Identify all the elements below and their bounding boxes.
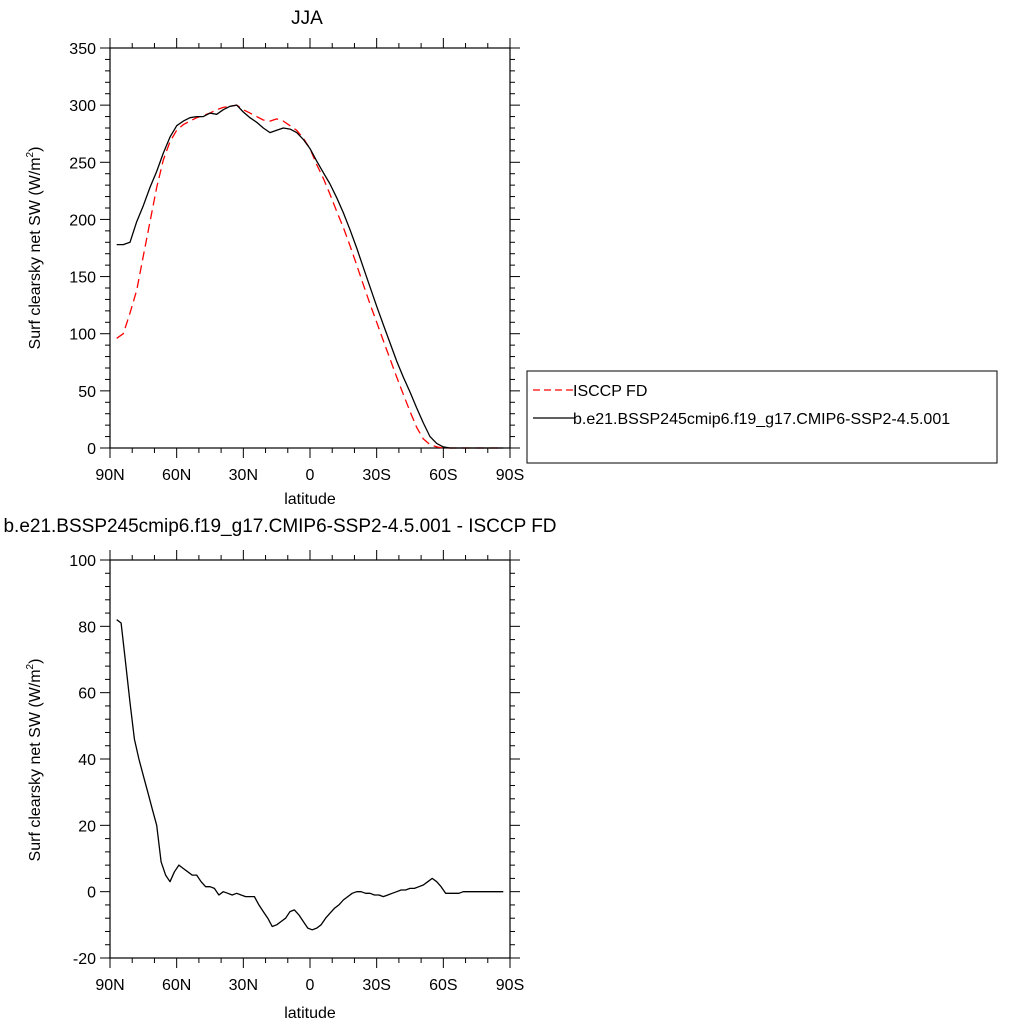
- x-tick-label: 90S: [496, 977, 524, 994]
- x-axis: 90N 60N 30N 0 30S 60S 90S: [95, 38, 524, 484]
- series-group: [116, 104, 504, 449]
- x-tick-label: 60S: [429, 467, 457, 484]
- plot-frame: [109, 559, 511, 959]
- y-tick-label: 0: [87, 885, 96, 902]
- y-tick-label: 50: [78, 384, 96, 401]
- legend: ISCCP FD b.e21.BSSP245cmip6.f19_g17.CMIP…: [526, 370, 998, 464]
- x-tick-label: 60N: [162, 977, 191, 994]
- y-tick-label: 250: [69, 155, 96, 172]
- x-tick-label: 30S: [362, 977, 390, 994]
- chart-title: b.e21.BSSP245cmip6.f19_g17.CMIP6-SSP2-4.…: [3, 516, 556, 537]
- y-tick-label: 300: [69, 98, 96, 115]
- y-tick-label: 40: [78, 752, 96, 769]
- y-tick-label: 100: [69, 327, 96, 344]
- legend-box: [526, 370, 998, 464]
- x-tick-label: 60S: [429, 977, 457, 994]
- y-tick-label: 20: [78, 818, 96, 835]
- y-axis-label-end: ): [27, 659, 44, 664]
- series-line-model: [116, 104, 504, 449]
- y-axis-label-sup: 2: [25, 663, 36, 669]
- y-axis-label: Surf clearsky net SW (W/m2): [25, 147, 44, 350]
- x-tick-label: 90N: [95, 977, 124, 994]
- plot-frame: [109, 47, 511, 449]
- x-axis-label: latitude: [284, 1005, 336, 1022]
- y-axis: 0 50 100 150 200 250 300 350: [69, 41, 520, 458]
- y-tick-label: -20: [73, 951, 96, 968]
- y-tick-label: 0: [87, 441, 96, 458]
- x-axis: 90N 60N 30N 0 30S 60S 90S: [95, 550, 524, 994]
- series-line-model: [116, 619, 504, 931]
- y-axis-label-sup: 2: [25, 151, 36, 157]
- x-tick-label: 60N: [162, 467, 191, 484]
- y-axis-label: Surf clearsky net SW (W/m2): [25, 659, 44, 862]
- y-tick-label: 150: [69, 270, 96, 287]
- x-tick-label: 30S: [362, 467, 390, 484]
- series-line-isccp-fd: [116, 104, 504, 449]
- x-tick-label: 0: [306, 467, 315, 484]
- y-axis-label-main: Surf clearsky net SW (W/m: [27, 157, 44, 349]
- y-axis-label-end: ): [27, 147, 44, 152]
- y-axis-label-main: Surf clearsky net SW (W/m: [27, 669, 44, 861]
- legend-label-isccp: ISCCP FD: [573, 383, 647, 400]
- top-chart: JJA 0 50 100 150 200 250 300 350 90N 60N 30N 0 30S 6…: [25, 8, 998, 508]
- x-tick-label: 30N: [229, 467, 258, 484]
- y-tick-label: 350: [69, 41, 96, 58]
- bottom-chart: b.e21.BSSP245cmip6.f19_g17.CMIP6-SSP2-4.…: [3, 516, 556, 1022]
- y-axis: -20 0 20 40 60 80 100: [69, 553, 520, 968]
- legend-label-model: b.e21.BSSP245cmip6.f19_g17.CMIP6-SSP2-4.…: [573, 411, 950, 428]
- x-tick-label: 30N: [229, 977, 258, 994]
- x-tick-label: 0: [306, 977, 315, 994]
- y-tick-label: 80: [78, 619, 96, 636]
- x-tick-label: 90S: [496, 467, 524, 484]
- y-tick-label: 60: [78, 686, 96, 703]
- chart-title: JJA: [291, 8, 323, 29]
- y-tick-label: 100: [69, 553, 96, 570]
- x-axis-label: latitude: [284, 491, 336, 508]
- y-tick-label: 200: [69, 212, 96, 229]
- x-tick-label: 90N: [95, 467, 124, 484]
- series-group: [116, 619, 504, 931]
